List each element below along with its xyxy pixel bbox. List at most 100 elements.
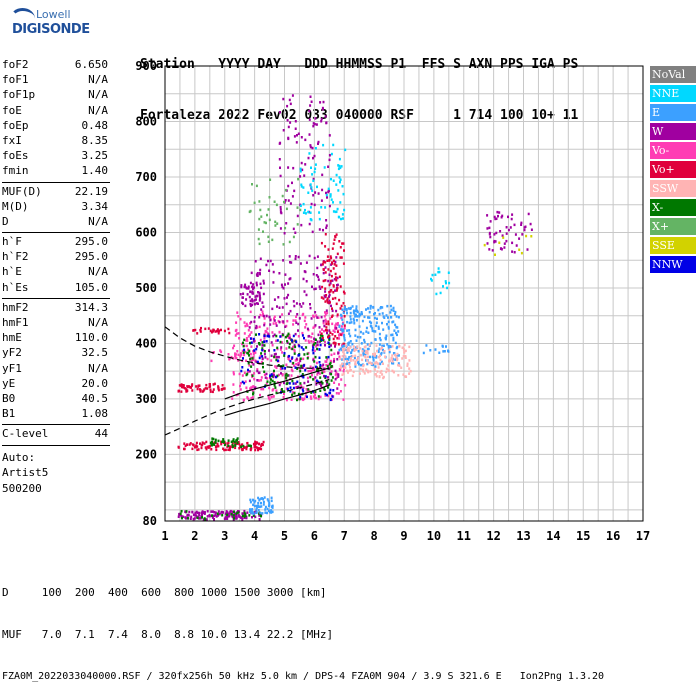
echo-point [257,448,260,451]
echo-point [213,443,216,446]
echo-point [327,190,330,194]
echo-point [273,315,276,318]
echo-point [391,320,394,324]
echo-point [325,320,327,323]
echo-point [489,235,492,239]
echo-point [346,320,349,324]
echo-point [250,396,253,400]
echo-point [379,347,382,351]
echo-point [391,369,394,373]
echo-point [276,305,278,308]
echo-point [249,352,252,356]
echo-point [334,296,337,300]
echo-point [354,328,357,332]
echo-point [241,296,244,299]
echo-point [241,374,244,377]
echo-point [283,354,286,357]
echo-point [292,391,294,394]
echo-point [178,384,181,387]
echo-point [338,337,341,340]
echo-point [328,367,331,371]
echo-point [355,309,358,312]
param-name: M(D) [2,199,29,213]
echo-point [303,319,306,323]
echo-point [328,299,331,303]
echo-point [322,297,325,300]
echo-point [301,366,304,369]
echo-point [182,515,185,518]
echo-point [352,317,355,321]
echo-point [290,261,293,264]
echo-point [331,247,334,250]
echo-point [248,354,250,357]
legend-item: X- [650,199,696,216]
echo-point [363,338,366,342]
echo-point [347,347,350,351]
echo-point [380,369,383,373]
echo-point [360,363,362,367]
echo-point [241,518,244,521]
echo-point [315,361,318,365]
echo-point [347,343,350,346]
echo-point [330,256,333,260]
param-row: B0 40.5 [2,392,110,407]
echo-point [313,256,316,260]
echo-point [326,311,329,315]
echo-point [514,233,517,236]
echo-point [372,305,375,309]
echo-point [292,300,295,303]
echo-point [320,241,323,245]
echo-point [292,235,295,239]
echo-point [523,228,526,232]
echo-point [289,359,292,363]
legend-item: E [650,104,696,121]
echo-point [352,370,355,374]
echo-point [276,374,279,378]
echo-point [182,384,185,387]
echo-point [191,443,194,446]
param-row: h`E N/A [2,265,110,280]
echo-point [518,248,521,251]
echo-point [348,363,351,366]
echo-point [309,375,312,379]
echo-point [342,242,345,245]
echo-point [256,379,259,382]
echo-point [349,340,352,343]
echo-point [312,179,315,182]
echo-point [362,352,365,355]
param-row: h`Es 105.0 [2,281,110,296]
echo-point [498,241,501,244]
echo-point [406,364,409,367]
echo-point [332,329,335,332]
echo-point [309,369,312,373]
echo-point [298,317,301,320]
echo-point [377,327,380,330]
echo-point [437,270,440,274]
echo-point [262,362,264,365]
echo-point [486,242,489,245]
echo-point [341,322,344,326]
echo-point [363,372,366,375]
echo-point [377,355,380,359]
echo-point [284,283,286,286]
echo-point [334,276,337,279]
echo-point [246,396,249,399]
echo-point [311,230,314,234]
echo-point [305,280,308,283]
echo-point [330,372,333,376]
echo-point [195,441,198,445]
echo-point [241,512,244,515]
echo-point [284,325,287,328]
echo-point [338,298,341,302]
echo-point [353,319,356,322]
echo-point [341,358,344,361]
param-row: foF2 6.650 [2,58,110,73]
echo-point [305,388,308,391]
echo-point [292,166,295,170]
echo-point [389,345,391,348]
echo-point [217,510,220,513]
echo-point [267,235,270,239]
echo-point [205,383,208,387]
echo-point [235,516,238,520]
echo-point [397,316,400,319]
